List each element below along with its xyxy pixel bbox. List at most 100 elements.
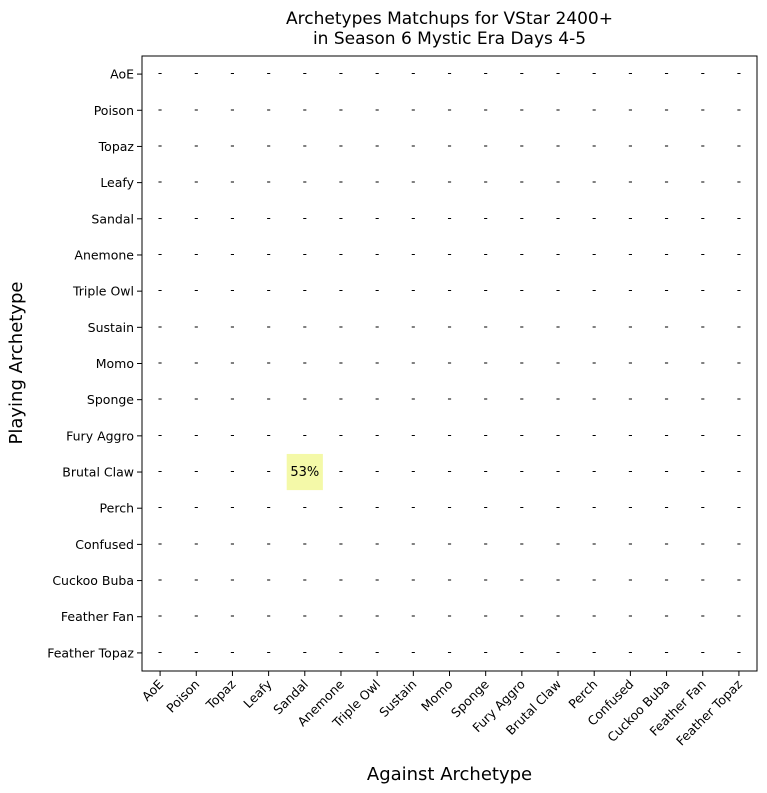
empty-cell-marker: - (411, 536, 415, 550)
empty-cell-marker: - (556, 138, 560, 152)
empty-cell-marker: - (556, 609, 560, 623)
empty-cell-marker: - (266, 102, 270, 116)
empty-cell-marker: - (339, 175, 343, 189)
empty-cell-marker: - (628, 392, 632, 406)
empty-cell-marker: - (158, 102, 162, 116)
empty-cell-marker: - (628, 609, 632, 623)
empty-cell-marker: - (230, 356, 234, 370)
empty-cell-marker: - (664, 319, 668, 333)
empty-cell-marker: - (664, 356, 668, 370)
empty-cell-marker: - (339, 428, 343, 442)
empty-cell-marker: - (737, 573, 741, 587)
empty-cell-marker: - (411, 211, 415, 225)
empty-cell-marker: - (664, 247, 668, 261)
empty-cell-marker: - (411, 356, 415, 370)
empty-cell-marker: - (556, 211, 560, 225)
empty-cell-marker: - (375, 573, 379, 587)
empty-cell-marker: - (701, 319, 705, 333)
empty-cell-marker: - (339, 356, 343, 370)
empty-cell-marker: - (266, 283, 270, 297)
empty-cell-marker: - (447, 138, 451, 152)
empty-cell-marker: - (520, 645, 524, 659)
empty-cell-marker: - (447, 464, 451, 478)
empty-cell-marker: - (447, 392, 451, 406)
empty-cell-marker: - (592, 464, 596, 478)
empty-cell-marker: - (303, 102, 307, 116)
empty-cell-marker: - (194, 138, 198, 152)
empty-cell-marker: - (628, 283, 632, 297)
empty-cell-marker: - (375, 609, 379, 623)
empty-cell-marker: - (194, 356, 198, 370)
empty-cell-marker: - (158, 392, 162, 406)
empty-cell-marker: - (556, 645, 560, 659)
empty-cell-marker: - (592, 283, 596, 297)
empty-cell-marker: - (266, 573, 270, 587)
empty-cell-marker: - (447, 645, 451, 659)
y-tick-label: Momo (96, 356, 134, 371)
y-tick-label: Fury Aggro (66, 428, 134, 443)
empty-cell-marker: - (411, 392, 415, 406)
empty-cell-marker: - (520, 102, 524, 116)
heatmap-cell (286, 453, 323, 491)
empty-cell-marker: - (628, 645, 632, 659)
empty-cell-marker: - (194, 573, 198, 587)
empty-cell-marker: - (447, 102, 451, 116)
empty-cell-marker: - (411, 102, 415, 116)
empty-cell-marker: - (556, 392, 560, 406)
empty-cell-marker: - (158, 500, 162, 514)
empty-cell-marker: - (556, 464, 560, 478)
y-tick-label: Triple Owl (72, 284, 134, 299)
empty-cell-marker: - (737, 392, 741, 406)
y-tick-label: Topaz (98, 139, 135, 154)
empty-cell-marker: - (556, 175, 560, 189)
empty-cell-marker: - (158, 175, 162, 189)
empty-cell-marker: - (339, 645, 343, 659)
empty-cell-marker: - (411, 247, 415, 261)
empty-cell-marker: - (484, 500, 488, 514)
empty-cell-marker: - (592, 428, 596, 442)
empty-cell-marker: - (484, 102, 488, 116)
empty-cell-marker: - (158, 211, 162, 225)
empty-cell-marker: - (194, 175, 198, 189)
empty-cell-marker: - (664, 283, 668, 297)
empty-cell-marker: - (230, 609, 234, 623)
empty-cell-marker: - (701, 247, 705, 261)
empty-cell-marker: - (375, 319, 379, 333)
empty-cell-marker: - (556, 356, 560, 370)
empty-cell-marker: - (158, 247, 162, 261)
y-tick-label: Sponge (87, 392, 134, 407)
cell-value-label: 53% (290, 465, 319, 480)
empty-cell-marker: - (737, 138, 741, 152)
empty-cell-marker: - (194, 283, 198, 297)
empty-cell-marker: - (664, 392, 668, 406)
empty-cell-marker: - (411, 138, 415, 152)
empty-cell-marker: - (375, 645, 379, 659)
empty-cell-marker: - (484, 283, 488, 297)
empty-cell-marker: - (375, 536, 379, 550)
empty-cell-marker: - (411, 66, 415, 80)
empty-cell-marker: - (737, 464, 741, 478)
empty-cell-marker: - (158, 66, 162, 80)
empty-cell-marker: - (664, 464, 668, 478)
empty-cell-marker: - (701, 138, 705, 152)
empty-cell-marker: - (411, 609, 415, 623)
empty-cell-marker: - (339, 102, 343, 116)
empty-cell-marker: - (303, 283, 307, 297)
empty-cell-marker: - (375, 428, 379, 442)
empty-cell-marker: - (230, 138, 234, 152)
empty-cell-marker: - (158, 573, 162, 587)
y-axis-label: Playing Archetype (6, 281, 27, 444)
chart-title-line-2: in Season 6 Mystic Era Days 4-5 (313, 29, 586, 49)
empty-cell-marker: - (158, 138, 162, 152)
empty-cell-marker: - (230, 102, 234, 116)
empty-cell-marker: - (737, 609, 741, 623)
y-tick-label: Brutal Claw (62, 465, 134, 480)
empty-cell-marker: - (375, 66, 379, 80)
y-tick-label: Feather Fan (61, 609, 134, 624)
x-tick-label: Topaz (202, 676, 239, 713)
empty-cell-marker: - (737, 356, 741, 370)
empty-cell-marker: - (592, 211, 596, 225)
empty-cell-marker: - (194, 645, 198, 659)
empty-cell-marker: - (230, 211, 234, 225)
